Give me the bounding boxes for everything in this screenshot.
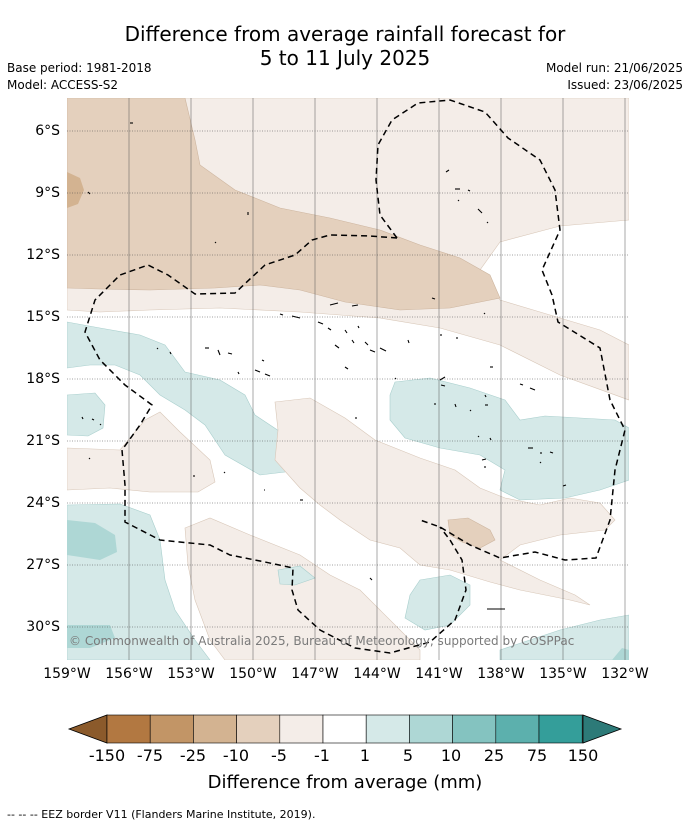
- model-name: Model: ACCESS-S2: [7, 78, 119, 92]
- map-area: [67, 98, 629, 660]
- region-medium-brown-north: [67, 98, 501, 311]
- lat-label-9s: 9°S: [35, 185, 60, 201]
- lon-label-144w: 144°W: [353, 666, 401, 682]
- issued-date: Issued: 23/06/2025: [567, 78, 683, 92]
- region-teal-sw-dark: [67, 520, 117, 560]
- lat-label-30s: 30°S: [26, 619, 60, 635]
- colorbar-title: Difference from average (mm): [207, 772, 483, 793]
- colorbar-tick-5: -1: [314, 746, 330, 765]
- meta-left: Base period: 1981-2018 Model: ACCESS-S2: [7, 60, 152, 94]
- lon-label-138w: 138°W: [477, 666, 525, 682]
- lon-label-150w: 150°W: [229, 666, 277, 682]
- colorbar-tick-10: 75: [526, 746, 548, 765]
- colorbar-tick-7: 5: [402, 746, 414, 765]
- region-teal-sw-dark2: [67, 625, 115, 648]
- lat-label-15s: 15°S: [26, 309, 60, 325]
- region-brown-spot: [67, 172, 84, 208]
- eez-border: [84, 99, 626, 654]
- eez-border-french-polynesia: [375, 99, 626, 561]
- colorbar-tick-8: 10: [440, 746, 462, 765]
- lon-label-159w: 159°W: [43, 666, 91, 682]
- region-teal-bottom: [499, 614, 629, 660]
- colorbar-tick-0: -150: [88, 746, 126, 765]
- region-teal-small-sw: [277, 565, 316, 586]
- eez-border-cook-islands: [84, 234, 467, 654]
- region-teal-east: [389, 377, 629, 501]
- lat-label-21s: 21°S: [26, 433, 60, 449]
- lat-label-24s: 24°S: [26, 495, 60, 511]
- lon-label-141w: 141°W: [415, 666, 463, 682]
- base-period: Base period: 1981-2018: [7, 61, 152, 75]
- region-teal-small: [67, 392, 106, 437]
- colorbar-tick-3: -10: [222, 746, 250, 765]
- islands: [81, 122, 567, 610]
- map-title: Difference from average rainfall forecas…: [0, 22, 690, 70]
- lat-label-27s: 27°S: [26, 557, 60, 573]
- copyright-notice: © Commonwealth of Australia 2025, Bureau…: [69, 634, 575, 648]
- lon-label-132w: 132°W: [601, 666, 649, 682]
- colorbar-tick-6: 1: [359, 746, 371, 765]
- colorbar-tick-2: -25: [179, 746, 207, 765]
- lon-label-147w: 147°W: [291, 666, 339, 682]
- meta-right: Model run: 21/06/2025 Issued: 23/06/2025: [546, 60, 683, 94]
- footer-eez-note: -- -- -- EEZ border V11 (Flanders Marine…: [7, 808, 316, 821]
- lon-label-156w: 156°W: [105, 666, 153, 682]
- colorbar-tick-11: 150: [567, 746, 599, 765]
- model-run: Model run: 21/06/2025: [545, 61, 683, 75]
- title-line-1: Difference from average rainfall forecas…: [124, 22, 566, 46]
- colorbar-tick-4: -5: [271, 746, 287, 765]
- lat-label-18s: 18°S: [26, 371, 60, 387]
- region-light-brown-center: [274, 397, 616, 606]
- lat-gridlines: [67, 130, 629, 628]
- lat-label-6s: 6°S: [35, 123, 60, 139]
- region-medium-brown-spot: [447, 517, 496, 549]
- lon-label-135w: 135°W: [539, 666, 587, 682]
- region-light-brown-sw: [67, 411, 216, 493]
- colorbar-tick-9: 25: [483, 746, 505, 765]
- title-line-2: 5 to 11 July 2025: [259, 46, 431, 70]
- lon-label-153w: 153°W: [167, 666, 215, 682]
- lat-label-12s: 12°S: [26, 247, 60, 263]
- region-teal-west: [67, 321, 296, 476]
- colorbar-tick-1: -75: [136, 746, 164, 765]
- region-light-brown-south: [184, 517, 421, 660]
